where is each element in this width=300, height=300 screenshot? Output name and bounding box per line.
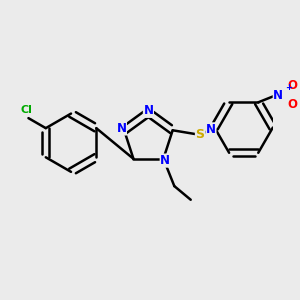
Text: Cl: Cl xyxy=(21,105,33,115)
Text: N: N xyxy=(160,154,170,167)
Text: N: N xyxy=(206,123,216,136)
Text: O: O xyxy=(288,80,298,92)
Text: N: N xyxy=(273,88,283,101)
Text: N: N xyxy=(116,122,126,135)
Text: +: + xyxy=(285,82,292,91)
Text: N: N xyxy=(143,104,153,117)
Text: O: O xyxy=(288,98,298,111)
Text: S: S xyxy=(196,128,205,141)
